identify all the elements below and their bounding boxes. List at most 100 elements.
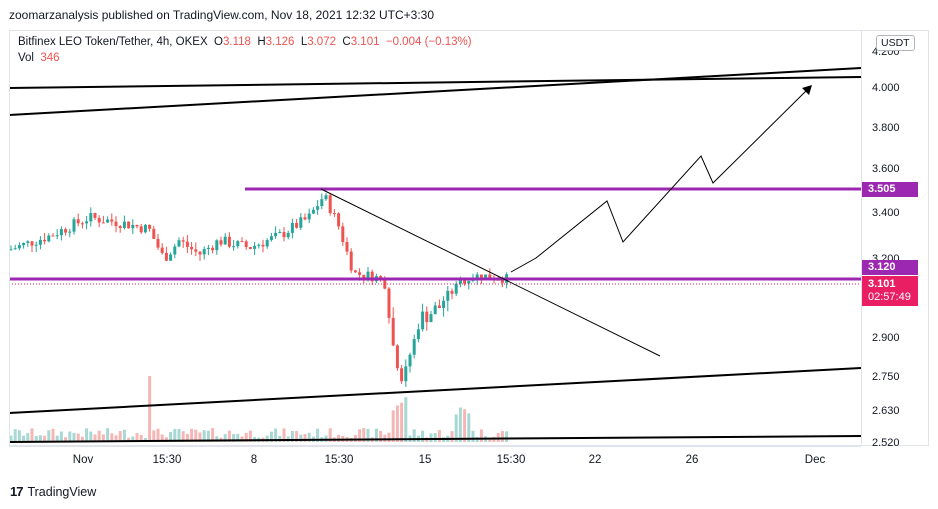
candle-body (257, 244, 261, 246)
candle-body (139, 226, 143, 233)
candle-body (30, 241, 34, 246)
last-price-label: 3.101 02:57:49 (862, 276, 918, 306)
open-value: 3.118 (223, 36, 251, 48)
volume-bar (337, 434, 341, 442)
candle-body (206, 247, 210, 250)
volume-bar (76, 433, 80, 442)
symbol-info[interactable]: Bitfinex LEO Token/Tether, 4h, OKEX (18, 36, 208, 48)
currency-button[interactable]: USDT (876, 35, 915, 51)
candle-body (80, 223, 84, 225)
candle-body (400, 368, 404, 382)
volume-bar (316, 428, 320, 442)
volume-bar (34, 436, 38, 442)
candle-body (282, 232, 286, 238)
volume-bar (471, 430, 475, 442)
volume-bar (215, 436, 219, 442)
candle-body (148, 224, 152, 229)
open-label: O (214, 36, 223, 48)
candle-body (488, 274, 492, 279)
candle-body (425, 311, 429, 323)
volume-bar (232, 434, 236, 442)
chart-canvas[interactable] (9, 30, 861, 446)
volume-bar (181, 431, 185, 442)
candle-body (429, 314, 433, 323)
volume-bar (488, 437, 492, 442)
y-tick: 3.600 (872, 163, 900, 175)
volume-bar (290, 430, 294, 442)
volume-bar (479, 429, 483, 442)
volume-bar (13, 429, 17, 442)
low-label: L (300, 36, 308, 48)
candle-body (215, 240, 219, 251)
candle-body (194, 249, 198, 252)
volume-bar (85, 428, 89, 442)
candle-body (89, 212, 93, 222)
volume-bar (500, 431, 504, 442)
volume-bar (198, 432, 202, 442)
close-value: 3.101 (350, 36, 380, 48)
candle-body (223, 236, 227, 245)
candle-body (274, 232, 278, 237)
candle-body (316, 206, 320, 210)
candle-body (160, 247, 164, 253)
time-axis[interactable]: Nov 15:30 8 15:30 15 15:30 22 26 Dec (9, 446, 861, 470)
candle-body (34, 244, 38, 246)
volume-bar (148, 376, 152, 442)
candle-body (261, 244, 265, 247)
candle-body (387, 288, 391, 318)
candle-body (454, 283, 458, 294)
high-label: H (257, 36, 266, 48)
price-axis[interactable]: 4.200 4.000 3.800 3.600 3.400 3.200 2.90… (861, 30, 929, 449)
volume-bar (80, 436, 84, 442)
published-header: zoomarzanalysis published on TradingView… (0, 0, 938, 30)
volume-bar (395, 405, 399, 442)
volume-bar (72, 433, 76, 442)
candle-body (101, 222, 105, 224)
candle-body (404, 366, 408, 382)
candle-body (320, 199, 324, 207)
candle-body (408, 354, 412, 367)
y-tick: 3.800 (872, 122, 900, 134)
volume-bar (118, 431, 122, 442)
volume-bar (185, 433, 189, 442)
tradingview-footer[interactable]: 17 TradingView (10, 484, 96, 499)
candle-body (307, 213, 311, 220)
volume-bar (433, 433, 437, 442)
candle-body (106, 219, 110, 223)
lower-channel-line (9, 367, 861, 414)
volume-bar (194, 429, 198, 442)
upper-channel-line-1 (9, 76, 861, 89)
volume-bar (391, 410, 395, 442)
volume-bar (269, 431, 273, 442)
candle-body (68, 231, 72, 233)
volume-bar (135, 433, 139, 442)
volume-bar (496, 433, 500, 442)
candle-body (467, 280, 471, 284)
volume-bar (295, 430, 299, 442)
candle-body (211, 247, 215, 251)
candle-body (416, 329, 420, 340)
candle-body (114, 221, 118, 227)
volume-bar (169, 431, 173, 442)
candle-body (290, 222, 294, 233)
candle-body (85, 221, 89, 224)
candle-body (253, 245, 257, 249)
candle-body (190, 246, 194, 250)
volume-bar (379, 430, 383, 442)
volume-bar (97, 430, 101, 442)
volume-bar (110, 433, 114, 442)
tradingview-logo-icon: 17 (10, 484, 24, 499)
volume-bar (122, 429, 126, 442)
candle-body (295, 222, 299, 228)
candle-body (391, 317, 395, 346)
projection-arrowhead (802, 85, 812, 95)
candle-body (395, 345, 399, 369)
candle-body (244, 241, 248, 248)
volume-bar (30, 428, 34, 442)
candle-body (349, 251, 353, 271)
candle-body (500, 279, 504, 283)
candle-body (370, 271, 374, 282)
candle-body (463, 280, 467, 284)
candle-body (227, 236, 231, 247)
candle-body (345, 241, 349, 252)
